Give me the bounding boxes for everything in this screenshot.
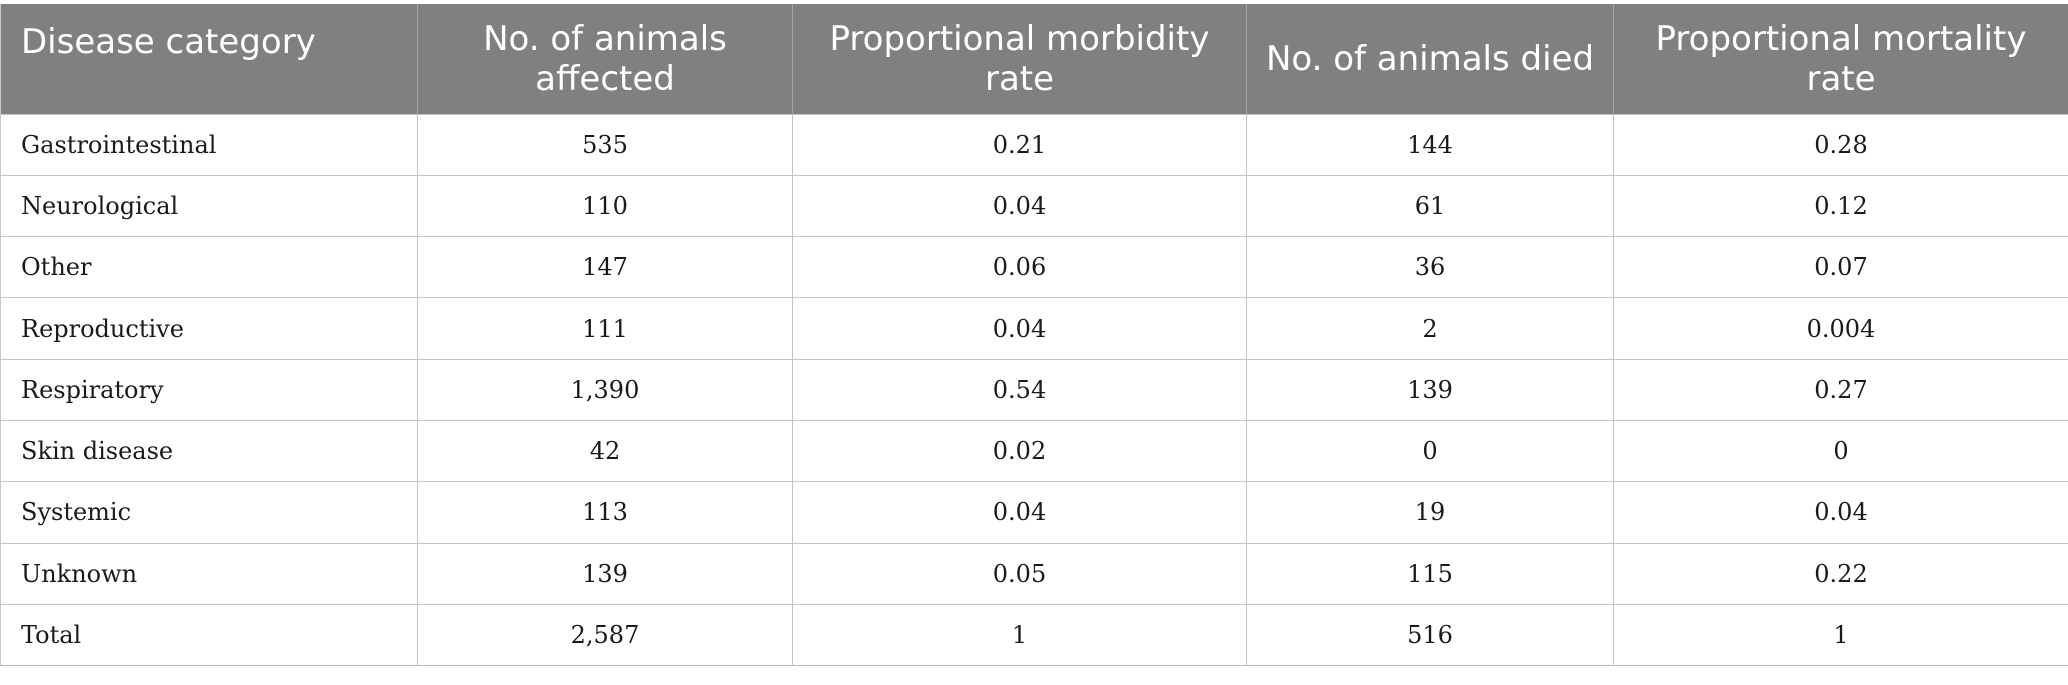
- cell-mortality-rate: 0.28: [1613, 113, 2068, 176]
- cell-animals-affected: 111: [417, 297, 793, 360]
- table-body: Gastrointestinal 535 0.21 144 0.28 Neuro…: [0, 113, 2068, 666]
- table-row: Neurological 110 0.04 61 0.12: [0, 174, 2068, 237]
- table-row: Reproductive 111 0.04 2 0.004: [0, 297, 2068, 360]
- cell-mortality-rate: 0.27: [1613, 358, 2068, 421]
- cell-mortality-rate: 1: [1613, 603, 2068, 666]
- header-morbidity-rate: Proportional morbidity rate: [792, 4, 1247, 114]
- cell-animals-died: 36: [1246, 236, 1614, 298]
- cell-disease-category: Other: [0, 236, 418, 298]
- cell-morbidity-rate: 1: [792, 603, 1247, 666]
- cell-animals-affected: 535: [417, 113, 793, 176]
- cell-mortality-rate: 0.004: [1613, 297, 2068, 360]
- cell-disease-category: Unknown: [0, 542, 418, 605]
- cell-mortality-rate: 0.22: [1613, 542, 2068, 605]
- cell-morbidity-rate: 0.04: [792, 174, 1247, 237]
- cell-morbidity-rate: 0.06: [792, 236, 1247, 298]
- cell-animals-died: 139: [1246, 358, 1614, 421]
- cell-morbidity-rate: 0.02: [792, 419, 1247, 482]
- cell-animals-died: 0: [1246, 419, 1614, 482]
- cell-morbidity-rate: 0.05: [792, 542, 1247, 605]
- cell-animals-affected: 42: [417, 419, 793, 482]
- cell-disease-category: Neurological: [0, 174, 418, 237]
- cell-disease-category: Systemic: [0, 481, 418, 544]
- header-animals-affected: No. of animals affected: [417, 4, 793, 114]
- disease-data-table: Disease category No. of animals affected…: [0, 4, 2068, 667]
- cell-morbidity-rate: 0.04: [792, 481, 1247, 544]
- cell-animals-affected: 113: [417, 481, 793, 544]
- table-row: Respiratory 1,390 0.54 139 0.27: [0, 358, 2068, 421]
- cell-animals-affected: 139: [417, 542, 793, 605]
- cell-morbidity-rate: 0.04: [792, 297, 1247, 360]
- cell-animals-died: 144: [1246, 113, 1614, 176]
- table-row: Other 147 0.06 36 0.07: [0, 236, 2068, 298]
- table-row: Skin disease 42 0.02 0 0: [0, 419, 2068, 482]
- table-row: Gastrointestinal 535 0.21 144 0.28: [0, 113, 2068, 176]
- cell-animals-affected: 147: [417, 236, 793, 298]
- cell-animals-died: 61: [1246, 174, 1614, 237]
- cell-morbidity-rate: 0.21: [792, 113, 1247, 176]
- header-mortality-rate: Proportional mortality rate: [1613, 4, 2068, 114]
- cell-animals-died: 19: [1246, 481, 1614, 544]
- table-header: Disease category No. of animals affected…: [0, 4, 2068, 114]
- table-row: Systemic 113 0.04 19 0.04: [0, 481, 2068, 544]
- cell-animals-died: 2: [1246, 297, 1614, 360]
- cell-mortality-rate: 0.07: [1613, 236, 2068, 298]
- cell-disease-category: Reproductive: [0, 297, 418, 360]
- cell-disease-category: Gastrointestinal: [0, 113, 418, 176]
- cell-animals-died: 516: [1246, 603, 1614, 666]
- cell-animals-affected: 2,587: [417, 603, 793, 666]
- table-row-total: Total 2,587 1 516 1: [0, 603, 2068, 666]
- cell-mortality-rate: 0.04: [1613, 481, 2068, 544]
- cell-mortality-rate: 0: [1613, 419, 2068, 482]
- header-row: Disease category No. of animals affected…: [0, 4, 2068, 114]
- cell-disease-category: Total: [0, 603, 418, 666]
- cell-morbidity-rate: 0.54: [792, 358, 1247, 421]
- cell-disease-category: Respiratory: [0, 358, 418, 421]
- cell-disease-category: Skin disease: [0, 419, 418, 482]
- cell-animals-died: 115: [1246, 542, 1614, 605]
- cell-animals-affected: 110: [417, 174, 793, 237]
- cell-animals-affected: 1,390: [417, 358, 793, 421]
- header-animals-died: No. of animals died: [1246, 4, 1614, 114]
- table-row: Unknown 139 0.05 115 0.22: [0, 542, 2068, 605]
- header-disease-category: Disease category: [0, 4, 418, 114]
- cell-mortality-rate: 0.12: [1613, 174, 2068, 237]
